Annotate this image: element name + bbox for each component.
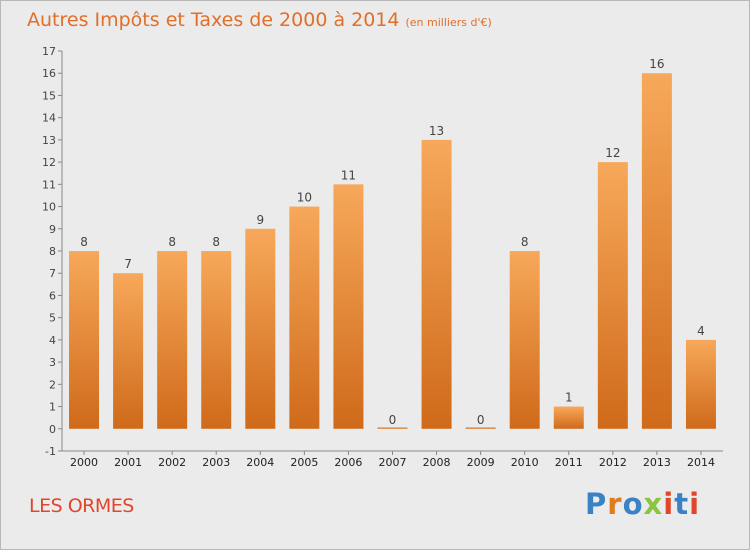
y-tick-label: 15	[42, 89, 56, 102]
brand-letter: i	[689, 487, 701, 521]
place-name: LES ORMES	[29, 495, 134, 517]
y-tick-label: 7	[49, 267, 56, 280]
bar	[289, 206, 320, 429]
chart-unit-label: (en milliers d'€)	[405, 16, 492, 29]
x-tick-label: 2005	[290, 456, 318, 469]
x-tick-label: 2002	[158, 456, 186, 469]
x-tick-label: 2003	[202, 456, 230, 469]
bar	[685, 339, 716, 429]
x-tick-label: 2000	[70, 456, 98, 469]
bar-value-label: 11	[341, 168, 356, 182]
y-tick-label: 0	[49, 423, 56, 436]
bar	[641, 73, 672, 429]
bar	[465, 427, 496, 429]
bar	[201, 251, 232, 429]
bar-value-label: 8	[168, 235, 176, 249]
chart-title: Autres Impôts et Taxes de 2000 à 2014 (en…	[27, 9, 492, 31]
y-tick-label: 14	[42, 112, 56, 125]
bar-value-label: 0	[389, 413, 397, 427]
x-tick-label: 2009	[467, 456, 495, 469]
y-tick-label: 8	[49, 245, 56, 258]
bar	[245, 228, 276, 429]
y-tick-label: 5	[49, 312, 56, 325]
y-tick-label: 16	[42, 67, 56, 80]
x-tick-label: 2001	[114, 456, 142, 469]
chart-labels: 2000820017200282003820049200510200611200…	[70, 57, 715, 469]
bar	[333, 184, 364, 429]
bar	[509, 251, 540, 429]
brand-logo: Proxiti	[585, 487, 700, 521]
bar-value-label: 1	[565, 391, 573, 405]
y-tick-label: 11	[42, 178, 56, 191]
x-tick-label: 2010	[511, 456, 539, 469]
y-tick-label: 9	[49, 223, 56, 236]
bar	[377, 427, 408, 429]
brand-letter: r	[607, 487, 623, 521]
y-tick-label: 1	[49, 401, 56, 414]
x-tick-label: 2013	[643, 456, 671, 469]
bar-value-label: 7	[124, 257, 132, 271]
bar-value-label: 8	[212, 235, 220, 249]
brand-letter: i	[663, 487, 675, 521]
bar	[69, 251, 100, 429]
y-tick-label: 4	[49, 334, 56, 347]
bar-value-label: 4	[697, 324, 705, 338]
y-tick-label: 10	[42, 201, 56, 214]
bar-value-label: 16	[649, 57, 664, 71]
y-tick-label: 2	[49, 378, 56, 391]
bar-value-label: 8	[521, 235, 529, 249]
x-tick-label: 2008	[423, 456, 451, 469]
y-tick-label: 12	[42, 156, 56, 169]
x-tick-label: 2006	[334, 456, 362, 469]
bar	[597, 162, 628, 429]
y-tick-label: 6	[49, 289, 56, 302]
bar	[421, 139, 452, 429]
bar-value-label: 9	[256, 213, 264, 227]
x-tick-label: 2007	[379, 456, 407, 469]
x-tick-label: 2011	[555, 456, 583, 469]
chart-bars	[69, 73, 716, 429]
y-tick-label: 3	[49, 356, 56, 369]
brand-letter: o	[622, 487, 644, 521]
brand-letter: t	[674, 487, 690, 521]
bar-value-label: 13	[429, 124, 444, 138]
bar-value-label: 10	[297, 191, 312, 205]
x-tick-label: 2004	[246, 456, 274, 469]
x-tick-label: 2012	[599, 456, 627, 469]
y-tick-label: 17	[42, 45, 56, 58]
bar	[553, 406, 584, 429]
brand-letter: x	[643, 487, 664, 521]
bar-value-label: 0	[477, 413, 485, 427]
bar-value-label: 8	[80, 235, 88, 249]
brand-letter: P	[585, 487, 608, 521]
chart-title-text: Autres Impôts et Taxes de 2000 à 2014	[27, 9, 400, 31]
bar	[113, 273, 144, 429]
bar-value-label: 12	[605, 146, 620, 160]
y-tick-label: 13	[42, 134, 56, 147]
bar	[157, 251, 188, 429]
y-tick-label: -1	[45, 445, 56, 458]
x-tick-label: 2014	[687, 456, 715, 469]
